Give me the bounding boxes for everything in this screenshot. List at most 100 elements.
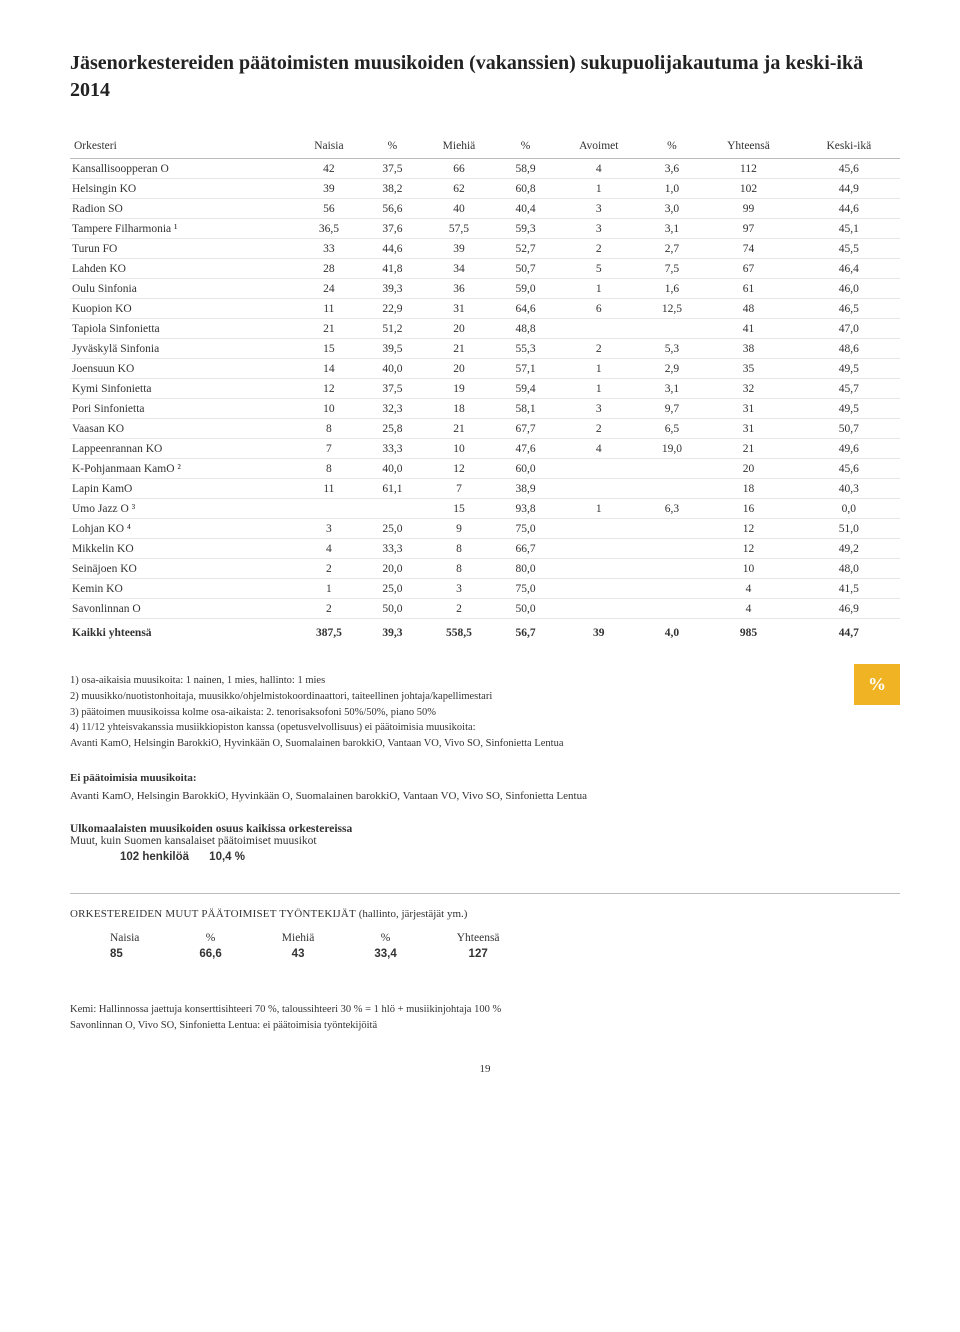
table-cell: 48,8 — [498, 319, 553, 339]
table-cell: 3,6 — [645, 159, 700, 179]
table-cell: 39 — [553, 619, 645, 648]
table-row: Lapin KamO1161,1738,91840,3 — [70, 479, 900, 499]
table-cell: 20,0 — [365, 559, 420, 579]
table-cell: 35 — [699, 359, 797, 379]
table-cell: 31 — [699, 419, 797, 439]
table-header: Miehiä — [252, 930, 345, 946]
table-cell: 3 — [553, 199, 645, 219]
table-cell: 18 — [699, 479, 797, 499]
divider — [70, 893, 900, 894]
table-cell: 59,0 — [498, 279, 553, 299]
table-cell: 85 — [110, 946, 169, 962]
table-cell: 20 — [699, 459, 797, 479]
table-cell: 387,5 — [293, 619, 365, 648]
table-cell: 44,7 — [798, 619, 900, 648]
table-cell: 102 — [699, 179, 797, 199]
table-header: Yhteensä — [427, 930, 530, 946]
table-cell: 24 — [293, 279, 365, 299]
table-cell: 93,8 — [498, 499, 553, 519]
table-cell: 4 — [553, 439, 645, 459]
table-cell: 37,5 — [365, 159, 420, 179]
table-cell: 32 — [699, 379, 797, 399]
table-cell — [645, 519, 700, 539]
table-cell: Lapin KamO — [70, 479, 293, 499]
table-cell: 40 — [420, 199, 499, 219]
table-cell: 3,0 — [645, 199, 700, 219]
table-row: Lahden KO2841,83450,757,56746,4 — [70, 259, 900, 279]
table-cell: 112 — [699, 159, 797, 179]
no-fulltime-text: Avanti KamO, Helsingin BarokkiO, Hyvinkä… — [70, 788, 900, 805]
table-cell: 60,8 — [498, 179, 553, 199]
table-cell: 39,5 — [365, 339, 420, 359]
table-cell: 40,3 — [798, 479, 900, 499]
table-cell: 97 — [699, 219, 797, 239]
table-cell: 75,0 — [498, 519, 553, 539]
table-row: K-Pohjanmaan KamO ²840,01260,02045,6 — [70, 459, 900, 479]
table-cell: 75,0 — [498, 579, 553, 599]
table-cell: K-Pohjanmaan KamO ² — [70, 459, 293, 479]
table-row: Jyväskylä Sinfonia1539,52155,325,33848,6 — [70, 339, 900, 359]
table-cell: 50,0 — [498, 599, 553, 619]
table-header: Naisia — [293, 134, 365, 159]
table-cell: 10 — [699, 559, 797, 579]
table-cell: 3 — [553, 399, 645, 419]
table-cell: 39 — [420, 239, 499, 259]
table-cell: 21 — [293, 319, 365, 339]
table-cell: 44,6 — [365, 239, 420, 259]
table-cell: 4 — [293, 539, 365, 559]
table-cell: 985 — [699, 619, 797, 648]
table-cell: 8 — [293, 419, 365, 439]
table-cell — [645, 539, 700, 559]
table-cell: 4 — [699, 599, 797, 619]
table-cell: 21 — [699, 439, 797, 459]
table-cell: 59,3 — [498, 219, 553, 239]
table-cell: 33,3 — [365, 439, 420, 459]
table-header: Yhteensä — [699, 134, 797, 159]
table-cell: 2 — [553, 419, 645, 439]
foreign-subtitle: Muut, kuin Suomen kansalaiset päätoimise… — [70, 835, 900, 847]
table-header: % — [169, 930, 251, 946]
table-row: Kemin KO125,0375,0441,5 — [70, 579, 900, 599]
table-cell: 19 — [420, 379, 499, 399]
table-cell: 64,6 — [498, 299, 553, 319]
table-row: Vaasan KO825,82167,726,53150,7 — [70, 419, 900, 439]
table-cell: Joensuun KO — [70, 359, 293, 379]
page-title: Jäsenorkestereiden päätoimisten muusikoi… — [70, 50, 900, 104]
table-cell: 11 — [293, 299, 365, 319]
table-cell: 33,3 — [365, 539, 420, 559]
foreign-pct: 10,4 % — [209, 851, 245, 863]
table-cell: Lappeenrannan KO — [70, 439, 293, 459]
footnote-line: 2) muusikko/nuotistonhoitaja, muusikko/o… — [70, 689, 900, 705]
table-cell: 31 — [699, 399, 797, 419]
table-cell: 47,0 — [798, 319, 900, 339]
table-cell: 37,5 — [365, 379, 420, 399]
other-staff-heading-caps: ORKESTEREIDEN MUUT PÄÄTOIMISET TYÖNTEKIJ… — [70, 908, 356, 920]
table-cell: 42 — [293, 159, 365, 179]
table-cell: 4 — [553, 159, 645, 179]
table-cell: 32,3 — [365, 399, 420, 419]
table-cell: Tapiola Sinfonietta — [70, 319, 293, 339]
table-cell: 38,2 — [365, 179, 420, 199]
table-cell: 47,6 — [498, 439, 553, 459]
table-cell: Oulu Sinfonia — [70, 279, 293, 299]
footnote-line: Savonlinnan O, Vivo SO, Sinfonietta Lent… — [70, 1018, 900, 1034]
table-cell: 12 — [699, 539, 797, 559]
table-cell: 3 — [553, 219, 645, 239]
table-cell: 40,0 — [365, 459, 420, 479]
footnote-line: 3) päätoimen muusikoissa kolme osa-aikai… — [70, 705, 900, 721]
table-row: Kymi Sinfonietta1237,51959,413,13245,7 — [70, 379, 900, 399]
table-cell: Kemin KO — [70, 579, 293, 599]
table-cell: 61 — [699, 279, 797, 299]
table-cell: 60,0 — [498, 459, 553, 479]
table-cell — [645, 599, 700, 619]
table-row: Savonlinnan O250,0250,0446,9 — [70, 599, 900, 619]
table-cell: 12 — [293, 379, 365, 399]
table-row: Lappeenrannan KO733,31047,6419,02149,6 — [70, 439, 900, 459]
table-cell: 20 — [420, 359, 499, 379]
table-cell: 6,3 — [645, 499, 700, 519]
table-cell: 36,5 — [293, 219, 365, 239]
table-cell: 12,5 — [645, 299, 700, 319]
table-cell: 8 — [420, 559, 499, 579]
table-row: Oulu Sinfonia2439,33659,011,66146,0 — [70, 279, 900, 299]
table-cell: 46,5 — [798, 299, 900, 319]
